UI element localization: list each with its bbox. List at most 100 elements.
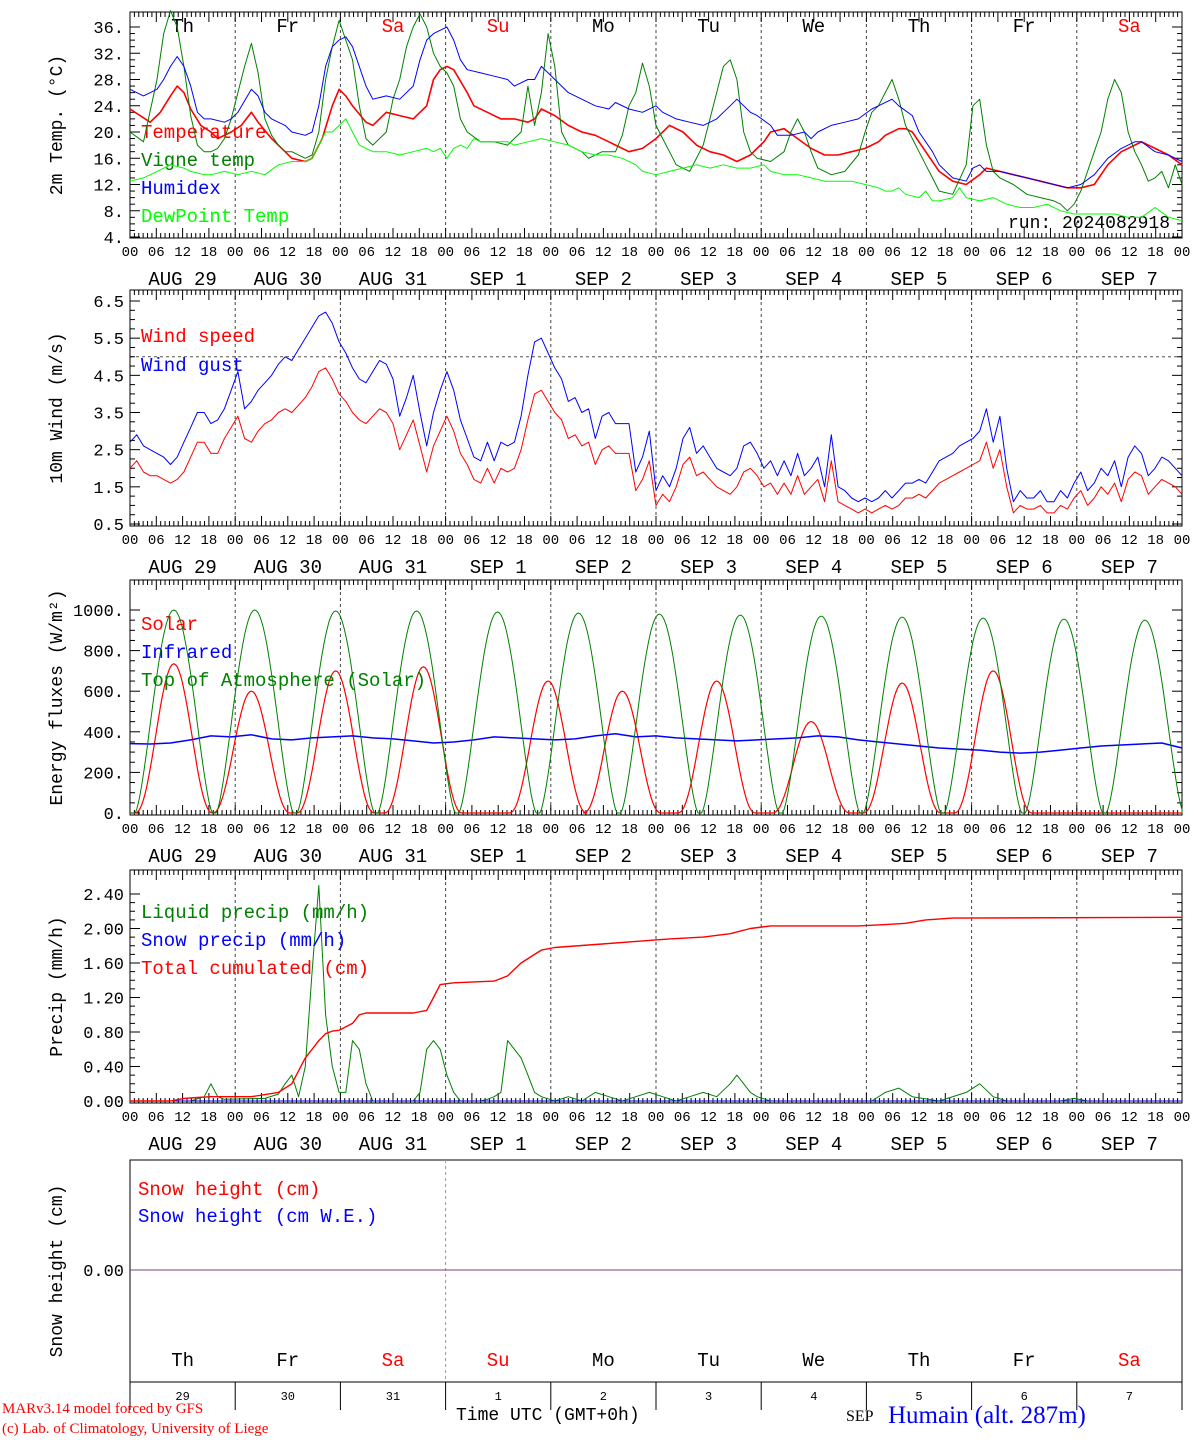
wind-hour-label: 06 (1095, 533, 1112, 549)
wind-date-label: SEP 7 (1101, 557, 1158, 579)
precip-hour-label: 00 (963, 1110, 980, 1126)
temp-date-label: SEP 1 (470, 269, 527, 291)
wind-hour-label: 18 (937, 533, 954, 549)
wind-hour-label: 18 (621, 533, 638, 549)
energy-date-label: SEP 3 (680, 846, 737, 868)
temp-weekday-label: Th (908, 16, 931, 38)
precip-hour-label: 00 (1068, 1110, 1085, 1126)
energy-hour-label: 12 (911, 822, 928, 838)
energy-hour-label: 18 (200, 822, 217, 838)
temp-hour-label: 18 (726, 245, 743, 261)
time-axis-label: Time UTC (GMT+0h) (456, 1406, 640, 1426)
precip-hour-label: 18 (621, 1110, 638, 1126)
precip-hour-label: 06 (358, 1110, 375, 1126)
snow-weekday-label: Th (171, 1350, 194, 1372)
wind-hour-label: 12 (174, 533, 191, 549)
energy-hour-label: 06 (569, 822, 586, 838)
energy-ytick-label: 400. (83, 725, 124, 744)
energy-hour-label: 00 (1068, 822, 1085, 838)
energy-hour-label: 18 (726, 822, 743, 838)
wind-hour-label: 12 (490, 533, 507, 549)
wind-date-label: AUG 31 (359, 557, 427, 579)
energy-hour-label: 12 (805, 822, 822, 838)
precip-hour-label: 00 (648, 1110, 665, 1126)
energy-hour-label: 06 (884, 822, 901, 838)
precip-hour-label: 12 (1016, 1110, 1033, 1126)
snow-weekday-label: Fr (1013, 1350, 1036, 1372)
energy-date-label: AUG 30 (254, 846, 322, 868)
wind-hour-label: 12 (385, 533, 402, 549)
temp-hour-label: 12 (595, 245, 612, 261)
temp-ytick-label: 4. (104, 230, 124, 249)
temp-hour-label: 06 (1095, 245, 1112, 261)
energy-hour-label: 00 (858, 822, 875, 838)
wind-ylabel: 10m Wind (m/s) (48, 332, 68, 483)
wind-ytick-label: 6.5 (93, 294, 124, 313)
temp-weekday-label: We (802, 16, 825, 38)
temp-hour-label: 00 (753, 245, 770, 261)
wind-hour-label: 18 (200, 533, 217, 549)
precip-ytick-label: 1.60 (83, 956, 124, 975)
energy-hour-label: 00 (227, 822, 244, 838)
temp-hour-label: 00 (122, 245, 139, 261)
model-credit-line2: (c) Lab. of Climatology, University of L… (2, 1421, 269, 1437)
temp-hour-label: 06 (253, 245, 270, 261)
precip-ytick-label: 0.40 (83, 1060, 124, 1079)
snow-legend-1: Snow height (cm) (138, 1179, 320, 1201)
temp-hour-label: 12 (1016, 245, 1033, 261)
temp-legend-4: DewPoint Temp (141, 206, 289, 228)
precip-hour-label: 00 (437, 1110, 454, 1126)
temp-hour-label: 06 (884, 245, 901, 261)
energy-date-label: SEP 1 (470, 846, 527, 868)
energy-ytick-label: 800. (83, 644, 124, 663)
temp-panel: 4. 8. 12. 16. 20. 24. 28. 32. 36. 2m Temp. (°C) 00… (48, 10, 1190, 291)
wind-hour-label: 18 (411, 533, 428, 549)
wind-hour-label: 18 (516, 533, 533, 549)
precip-hour-label: 18 (306, 1110, 323, 1126)
wind-ytick-label: 2.5 (93, 443, 124, 462)
energy-hour-label: 12 (700, 822, 717, 838)
temp-hour-label: 18 (306, 245, 323, 261)
temp-hour-label: 00 (437, 245, 454, 261)
energy-hour-label: 06 (989, 822, 1006, 838)
energy-ytick-label: 0. (104, 806, 124, 825)
precip-hour-label: 00 (227, 1110, 244, 1126)
precip-date-label: SEP 7 (1101, 1134, 1158, 1156)
temp-weekday-label: Th (171, 16, 194, 38)
temp-hour-label: 06 (463, 245, 480, 261)
temp-hour-label: 00 (332, 245, 349, 261)
wind-hour-label: 06 (884, 533, 901, 549)
energy-series-infrared (129, 733, 1183, 754)
wind-hour-label: 12 (1121, 533, 1138, 549)
temp-date-label: SEP 2 (575, 269, 632, 291)
temp-date-label: SEP 7 (1101, 269, 1158, 291)
temp-hour-label: 12 (279, 245, 296, 261)
snow-day-number: 7 (1126, 1390, 1133, 1404)
energy-date-label: SEP 6 (996, 846, 1053, 868)
temp-hour-label: 12 (490, 245, 507, 261)
wind-hour-label: 00 (122, 533, 139, 549)
energy-ytick-label: 600. (83, 684, 124, 703)
precip-ytick-label: 0.00 (83, 1094, 124, 1113)
precip-hour-label: 00 (122, 1110, 139, 1126)
temp-weekday-label: Tu (697, 16, 720, 38)
energy-hour-label: 18 (832, 822, 849, 838)
energy-hour-label: 18 (1147, 822, 1164, 838)
precip-hour-label: 18 (726, 1110, 743, 1126)
snow-weekday-label: Su (487, 1350, 510, 1372)
precip-hour-label: 06 (148, 1110, 165, 1126)
precip-date-label: SEP 2 (575, 1134, 632, 1156)
precip-ytick-label: 2.00 (83, 922, 124, 941)
precip-hour-label: 18 (516, 1110, 533, 1126)
precip-date-label: SEP 6 (996, 1134, 1053, 1156)
snow-ylabel: Snow height (cm) (48, 1185, 68, 1358)
temp-weekday-label: Mo (592, 16, 615, 38)
precip-hour-label: 12 (805, 1110, 822, 1126)
precip-hour-label: 06 (253, 1110, 270, 1126)
precip-date-label: SEP 4 (785, 1134, 842, 1156)
temp-weekday-label: Fr (1013, 16, 1036, 38)
precip-series-total-cumulated-cm- (130, 916, 1183, 1102)
wind-hour-label: 12 (700, 533, 717, 549)
temp-ytick-label: 16. (93, 151, 124, 170)
temp-hour-label: 12 (700, 245, 717, 261)
